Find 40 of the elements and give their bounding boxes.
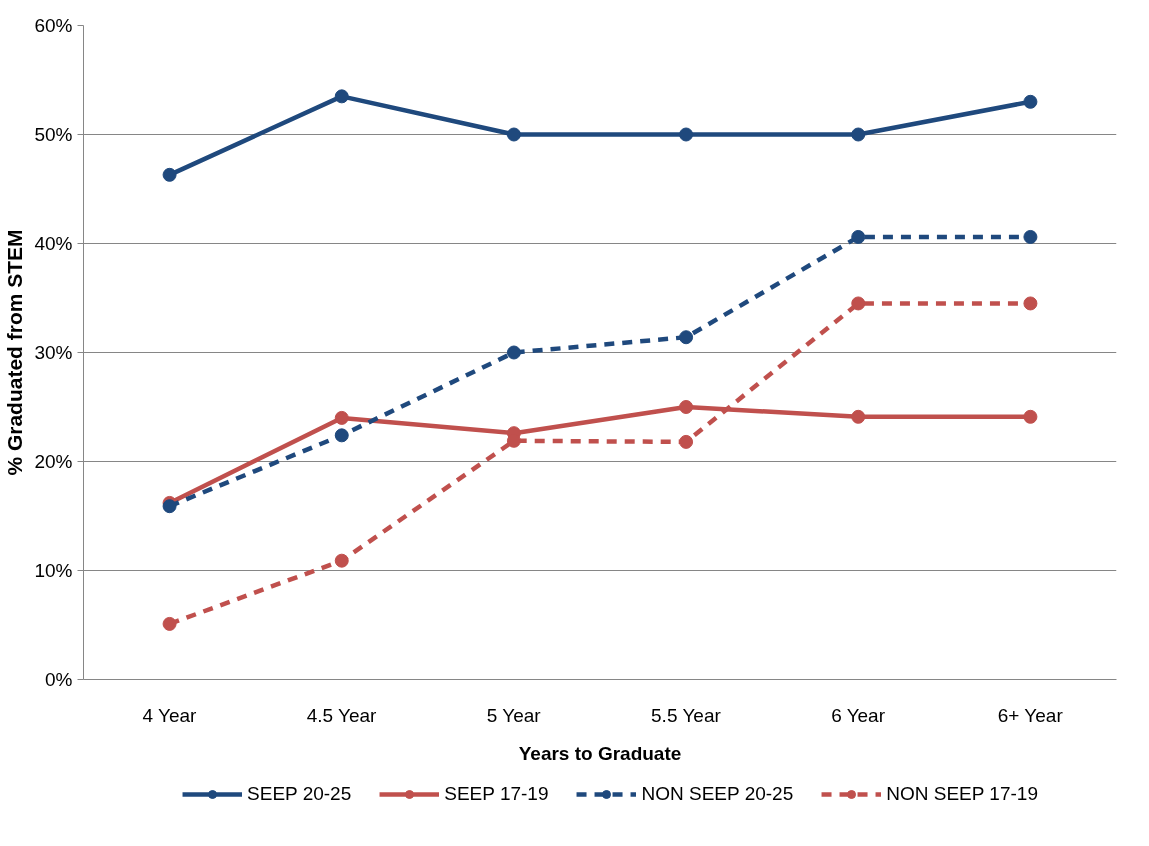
point — [162, 167, 177, 182]
point — [679, 330, 694, 345]
y-tick-label: 30% — [34, 342, 73, 363]
point — [162, 616, 177, 631]
legend-label: NON SEEP 20-25 — [641, 783, 794, 805]
point — [679, 400, 694, 414]
y-tick-label: 20% — [34, 451, 73, 472]
point — [851, 296, 866, 311]
x-tick-label: 6+ Year — [997, 704, 1064, 726]
legend-label: NON SEEP 17-19 — [886, 783, 1038, 805]
x-tick-label: 5.5 Year — [651, 704, 722, 726]
point — [1023, 409, 1038, 424]
point — [506, 345, 521, 360]
legend-label: SEEP 17-19 — [444, 783, 549, 805]
x-tick-label: 6 Year — [831, 704, 886, 726]
point — [334, 410, 349, 425]
x-axis-title: Years to Graduate — [518, 742, 682, 764]
point — [679, 127, 694, 142]
point — [162, 499, 177, 514]
point — [1023, 229, 1038, 244]
point — [1023, 296, 1038, 311]
point — [506, 127, 521, 142]
legend-label: SEEP 20-25 — [247, 783, 352, 805]
x-tick-label: 5 Year — [486, 704, 542, 726]
y-tick-label: 0% — [45, 669, 73, 690]
y-axis-title: % Graduated from STEM — [3, 229, 27, 476]
y-tick-label: 60% — [34, 15, 73, 36]
point — [334, 428, 349, 443]
x-tick-label: 4 Year — [142, 704, 198, 726]
x-tick-label: 4.5 Year — [306, 704, 378, 726]
y-tick-label: 40% — [34, 233, 73, 254]
point — [679, 434, 694, 449]
point — [851, 409, 866, 424]
point — [851, 229, 866, 244]
y-tick-label: 10% — [34, 560, 73, 581]
point — [334, 553, 349, 568]
y-tick-label: 50% — [34, 124, 73, 145]
point — [1023, 94, 1038, 109]
point — [334, 89, 349, 104]
point — [851, 127, 866, 142]
